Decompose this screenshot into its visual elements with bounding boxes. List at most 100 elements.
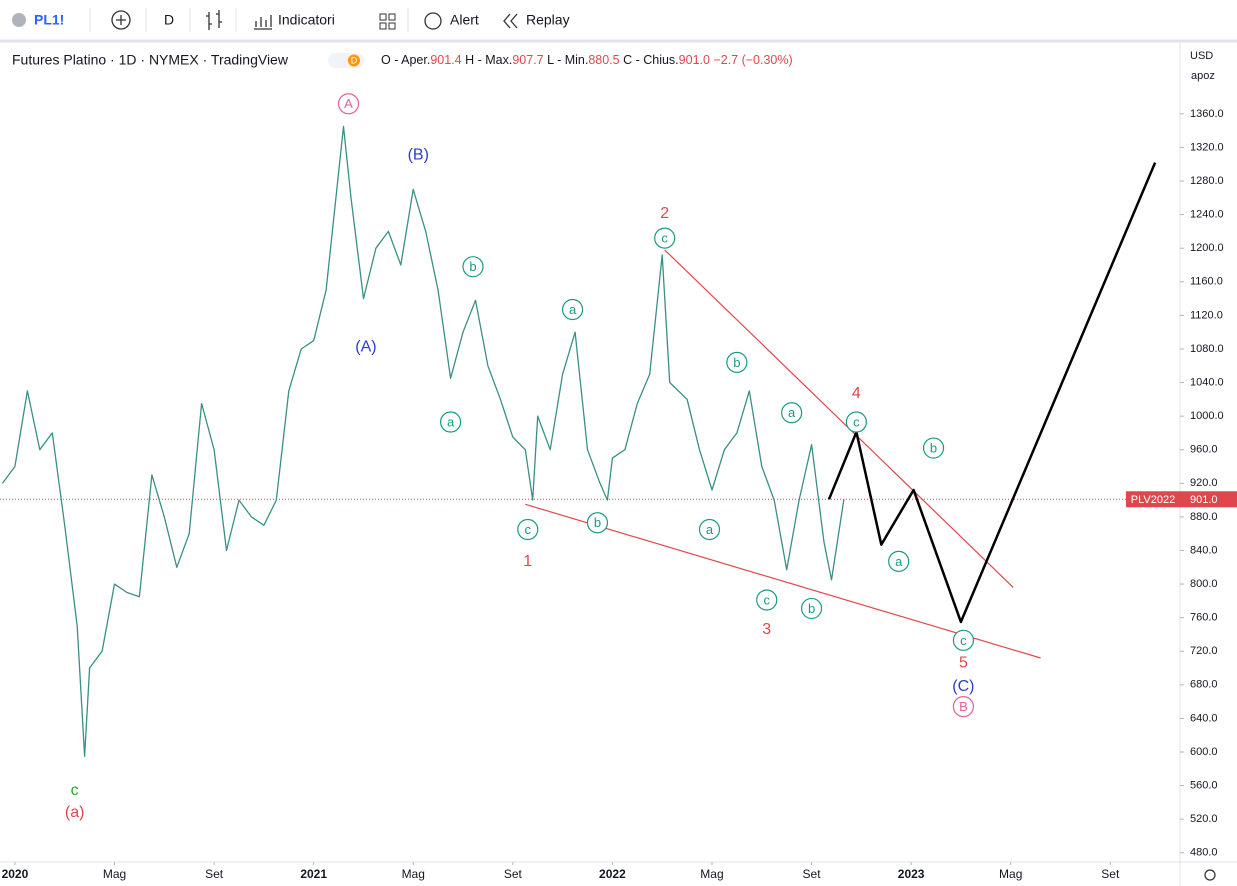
wave-label: c [960,633,967,648]
wave-label: (a) [65,804,85,821]
x-tick-label: 2023 [898,867,925,881]
wave-label: B [959,699,968,714]
x-tick-label: Set [803,867,822,881]
x-tick-label: Set [1101,867,1120,881]
y-tick-label: 840.0 [1190,544,1218,556]
ohlc-label: H - Max. [465,53,512,67]
wave-circle [698,518,721,541]
x-tick-label: Mag [999,867,1022,881]
indicators-icon[interactable] [254,15,272,30]
ohlc-change: −2.7 (−0.30%) [713,53,792,67]
y-tick-label: 520.0 [1190,813,1218,825]
x-tick-label: Mag [402,867,425,881]
y-tick-label: 480.0 [1190,847,1218,859]
wave-label: c [764,592,771,607]
toolbar [0,0,1237,40]
y-tick-label: 1200.0 [1190,242,1224,254]
y-tick-label: 920.0 [1190,477,1218,489]
x-tick-label: Mag [103,867,126,881]
wave-circle [756,589,778,611]
ohlc-value: 880.5 [588,53,619,67]
wave-label: (C) [952,678,974,695]
scale-mode[interactable]: apoz [1191,70,1215,82]
y-tick-label: 1160.0 [1190,276,1223,288]
wave-label: c [71,782,79,799]
ohlc-value: 901.4 [430,53,461,67]
wave-label: b [930,440,937,455]
x-tick-label: 2020 [2,867,29,881]
y-tick-label: 1240.0 [1190,209,1224,221]
x-tick-label: 2021 [300,867,327,881]
settings-icon[interactable] [1204,869,1216,881]
last-price-label-bg [1180,491,1237,508]
wave-label: a [706,522,714,537]
symbol-icon [12,13,26,27]
symbol[interactable]: PL1! [34,12,64,28]
x-tick-label: Set [504,867,523,881]
legend-badge: D [351,55,358,65]
y-tick-label: 560.0 [1190,779,1218,791]
y-tick-label: 680.0 [1190,679,1218,691]
interval[interactable]: D [164,12,174,28]
wave-label: 3 [762,621,771,638]
y-tick-label: 880.0 [1190,511,1218,523]
wave-label: a [569,302,577,317]
x-tick-label: 2022 [599,867,626,881]
legend-title: Futures Platino · 1D · NYMEX · TradingVi… [12,52,289,68]
wave-label: 5 [959,654,968,671]
wave-label: b [594,515,601,530]
y-tick-label: 1320.0 [1190,141,1224,153]
wave-label: A [344,96,353,111]
wave-label: a [895,554,903,569]
replay[interactable]: Replay [526,12,570,28]
alert-icon[interactable] [424,12,442,30]
wave-label: b [733,355,740,370]
ohlc-label: C - Chius. [623,53,679,67]
plot-area: PLV2022 A (B) (A) b a c 1 b a 2 c b a c 3 a b 4 c b a c 5 (C) Bc (… [0,93,1180,821]
wave-circle [462,256,484,278]
last-price-name: PLV2022 [1131,494,1175,506]
add-plus [116,15,126,25]
last-price-tag-bg [1126,491,1180,508]
ohlc-value: 901.0 [679,53,710,67]
legend-ohlc: O - Aper.901.4 H - Max.907.7 L - Min.880… [381,53,793,67]
y-tick-label: 1080.0 [1190,343,1224,355]
wave-circle [517,518,539,541]
wave-label: b [808,601,815,616]
y-tick-label: 800.0 [1190,578,1218,590]
alert[interactable]: Alert [450,12,479,28]
layout-icon[interactable] [379,13,396,30]
wave-circle [800,597,823,620]
wave-label: c [853,414,860,429]
last-price-label: 901.0 [1190,494,1218,506]
y-tick-label: 1040.0 [1190,376,1224,388]
add-icon[interactable] [111,10,131,30]
price-line [1,125,845,757]
wave-circle [845,411,867,433]
y-tick-label: 760.0 [1190,612,1218,624]
legend-bg [4,48,374,72]
ohlc-label: L - Min. [547,53,588,67]
trendline [664,249,1014,588]
y-tick-label: 720.0 [1190,645,1218,657]
wave-label: b [469,259,476,274]
wave-label: a [788,405,796,420]
y-tick-label: 1280.0 [1190,175,1224,187]
y-tick-label: 960.0 [1190,444,1218,456]
y-tick-label: 1120.0 [1190,309,1223,321]
ohlc-value: 907.7 [512,53,543,67]
wave-circle [922,437,945,459]
wave-label: (B) [408,146,429,163]
y-tick-label: 640.0 [1190,712,1218,724]
chart-type-icon[interactable] [206,10,222,30]
indicators[interactable]: Indicatori [278,12,335,28]
wave-circle [439,411,462,433]
wave-label: (A) [355,339,376,356]
wave-label: 2 [660,205,669,222]
wave-circle [561,298,584,321]
replay-icon[interactable] [503,13,518,29]
wave-circle [952,696,975,718]
currency[interactable]: USD [1190,50,1213,62]
